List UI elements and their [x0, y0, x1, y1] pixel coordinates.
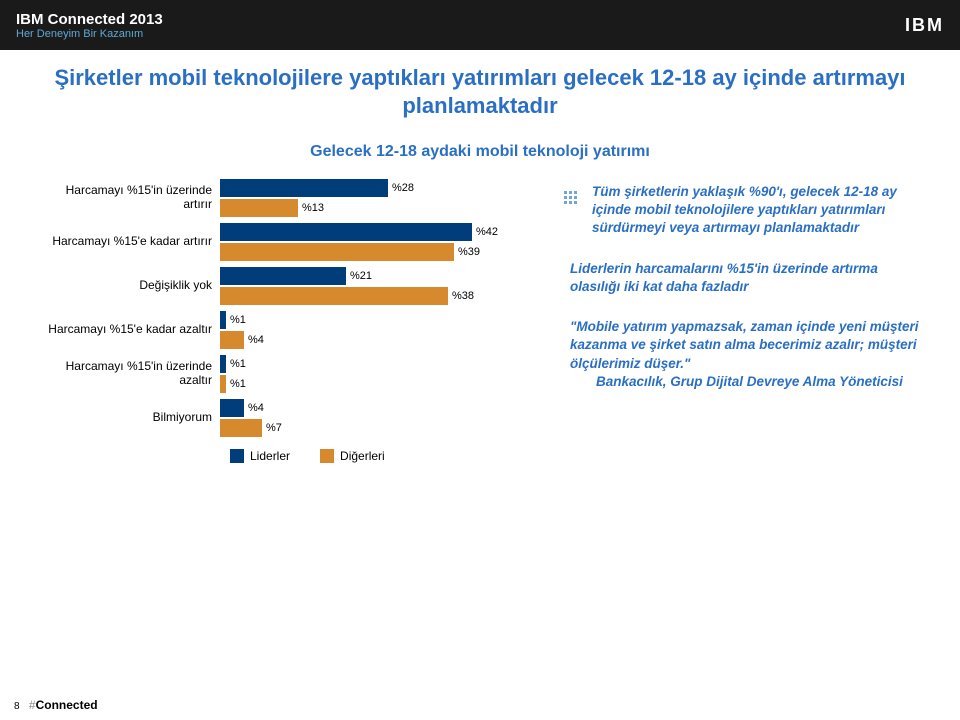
chart-column: Harcamayı %15'in üzerinde artırır%28%13H… — [40, 179, 560, 463]
header-subtitle: Her Deneyim Bir Kazanım — [16, 28, 163, 40]
bar-leader-value: %4 — [248, 402, 264, 414]
legend-leader: Liderler — [230, 449, 290, 463]
insight-text-2: Liderlerin harcamalarını %15'in üzerinde… — [570, 260, 920, 296]
chart-row: Harcamayı %15'in üzerinde artırır %28 %13 — [40, 179, 560, 217]
bar-leader-value: %1 — [230, 358, 246, 370]
bar-other: %38 — [220, 287, 560, 305]
page-header: IBM Connected 2013 Her Deneyim Bir Kazan… — [0, 0, 960, 50]
bar-leader-value: %21 — [350, 270, 372, 282]
content-row: Harcamayı %15'in üzerinde artırır%28%13H… — [40, 179, 920, 463]
bar-other: %39 — [220, 243, 560, 261]
bar-other-fill — [220, 331, 244, 349]
bar-other: %13 — [220, 199, 560, 217]
bar-chart: Harcamayı %15'in üzerinde artırır%28%13H… — [40, 179, 560, 437]
category-label: Harcamayı %15'e kadar artırır — [40, 235, 220, 249]
bar-leader: %4 — [220, 399, 560, 417]
insight-text-1-content: Tüm şirketlerin yaklaşık %90'ı, gelecek … — [592, 184, 897, 235]
bar-leader-value: %42 — [476, 226, 498, 238]
bar-other-value: %38 — [452, 290, 474, 302]
bar-group: %1%4 — [220, 311, 560, 349]
bar-group: %21 %38 — [220, 267, 560, 305]
bar-group: %1 %1 — [220, 355, 560, 393]
category-label: Harcamayı %15'in üzerinde azaltır — [40, 360, 220, 388]
legend-leader-label: Liderler — [250, 449, 290, 463]
page-footer: 8 #Connected — [14, 698, 98, 712]
quote-text: "Mobile yatırım yapmazsak, zaman içinde … — [570, 319, 919, 370]
ibm-logo: IBM — [905, 15, 944, 36]
bar-leader-fill — [220, 267, 346, 285]
bar-other-value: %4 — [248, 334, 264, 346]
category-label: Harcamayı %15'in üzerinde artırır — [40, 184, 220, 212]
legend-other-swatch — [320, 449, 334, 463]
main-title: Şirketler mobil teknolojilere yaptıkları… — [40, 64, 920, 119]
chart-row: Bilmiyorum%4%7 — [40, 399, 560, 437]
chart-legend: Liderler Diğerleri — [230, 449, 560, 463]
bar-leader: %1 — [220, 311, 560, 329]
bar-leader-fill — [220, 399, 244, 417]
chart-row: Değişiklik yok %21 %38 — [40, 267, 560, 305]
bar-group: %28 %13 — [220, 179, 560, 217]
header-left: IBM Connected 2013 Her Deneyim Bir Kazan… — [16, 11, 163, 40]
bar-leader: %1 — [220, 355, 560, 373]
bar-other-fill — [220, 243, 454, 261]
bar-other-fill — [220, 419, 262, 437]
bar-other-value: %7 — [266, 422, 282, 434]
page-number: 8 — [14, 701, 20, 712]
bar-other-value: %39 — [458, 246, 480, 258]
bar-leader-fill — [220, 179, 388, 197]
bar-leader: %21 — [220, 267, 560, 285]
bar-group: %4%7 — [220, 399, 560, 437]
legend-leader-swatch — [230, 449, 244, 463]
chart-row: Harcamayı %15'e kadar azaltır%1%4 — [40, 311, 560, 349]
chart-row: Harcamayı %15'e kadar artırır %42 %39 — [40, 223, 560, 261]
arrow-icon — [564, 191, 577, 204]
bar-leader-value: %1 — [230, 314, 246, 326]
bar-other: %7 — [220, 419, 560, 437]
text-column: Tüm şirketlerin yaklaşık %90'ı, gelecek … — [570, 179, 920, 463]
page-body: Şirketler mobil teknolojilere yaptıkları… — [0, 50, 960, 463]
bar-other-fill — [220, 375, 226, 393]
bar-other-fill — [220, 287, 448, 305]
bar-group: %42 %39 — [220, 223, 560, 261]
legend-other: Diğerleri — [320, 449, 385, 463]
category-label: Bilmiyorum — [40, 411, 220, 425]
chart-row: Harcamayı %15'in üzerinde azaltır %1 %1 — [40, 355, 560, 393]
bar-leader-fill — [220, 355, 226, 373]
bar-other-fill — [220, 199, 298, 217]
category-label: Değişiklik yok — [40, 279, 220, 293]
category-label: Harcamayı %15'e kadar azaltır — [40, 323, 220, 337]
bar-other: %1 — [220, 375, 560, 393]
footer-hash: # — [29, 698, 36, 712]
insight-text-1: Tüm şirketlerin yaklaşık %90'ı, gelecek … — [570, 183, 920, 238]
bar-leader-value: %28 — [392, 182, 414, 194]
legend-other-label: Diğerleri — [340, 449, 385, 463]
quote-attribution: Bankacılık, Grup Dijital Devreye Alma Yö… — [570, 373, 903, 391]
bar-leader-fill — [220, 223, 472, 241]
quote-block: "Mobile yatırım yapmazsak, zaman içinde … — [570, 318, 920, 391]
bar-leader-fill — [220, 311, 226, 329]
bar-other-value: %1 — [230, 378, 246, 390]
bar-other: %4 — [220, 331, 560, 349]
bar-other-value: %13 — [302, 202, 324, 214]
bar-leader: %28 — [220, 179, 560, 197]
footer-connected: Connected — [36, 698, 98, 712]
header-title: IBM Connected 2013 — [16, 11, 163, 28]
chart-subtitle: Gelecek 12-18 aydaki mobil teknoloji yat… — [40, 143, 920, 161]
bar-leader: %42 — [220, 223, 560, 241]
